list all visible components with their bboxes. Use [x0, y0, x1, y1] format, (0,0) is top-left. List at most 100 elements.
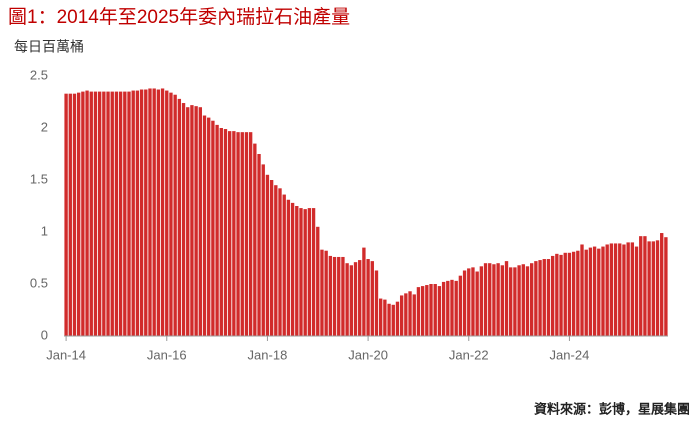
bar — [471, 267, 475, 336]
bar — [609, 243, 614, 336]
bar — [626, 242, 630, 336]
bar — [534, 261, 538, 336]
bar — [311, 208, 316, 336]
bar — [89, 91, 93, 336]
bar — [123, 91, 127, 336]
bar — [228, 131, 232, 336]
bar — [446, 280, 450, 336]
bar — [144, 89, 148, 337]
bar — [647, 241, 651, 336]
bar — [660, 233, 664, 336]
bar — [387, 303, 391, 336]
bar — [173, 94, 177, 336]
bar — [475, 271, 479, 336]
bar — [190, 105, 194, 337]
bar — [97, 91, 102, 336]
bar — [236, 132, 240, 336]
bar — [655, 240, 660, 336]
bar — [597, 248, 601, 336]
bar — [118, 91, 123, 336]
bar — [362, 247, 366, 336]
bar — [496, 263, 500, 336]
bar — [563, 252, 567, 336]
bar — [186, 107, 190, 336]
bar — [181, 103, 186, 336]
bar — [316, 226, 320, 336]
bar — [303, 209, 307, 336]
bar — [72, 93, 77, 337]
bar — [651, 241, 655, 336]
bar — [399, 295, 404, 336]
bar — [93, 91, 98, 336]
bar — [504, 261, 509, 336]
bar — [332, 256, 337, 336]
bar — [425, 285, 429, 336]
bar — [64, 93, 68, 337]
bar — [509, 267, 513, 336]
bar — [395, 301, 400, 336]
bar — [383, 299, 387, 336]
bar — [77, 92, 81, 336]
bar — [324, 250, 328, 336]
bar — [513, 267, 517, 336]
bar — [546, 259, 551, 336]
bar — [584, 249, 588, 336]
bar — [458, 275, 463, 336]
bar — [358, 260, 362, 336]
bar — [81, 91, 85, 336]
bar — [127, 91, 131, 336]
bar — [374, 270, 379, 336]
bar — [194, 106, 198, 336]
bar — [618, 243, 622, 336]
bar — [240, 132, 244, 336]
bar — [68, 93, 72, 337]
bar — [345, 263, 349, 336]
y-tick-label: 0.5 — [30, 275, 48, 290]
bar — [605, 244, 609, 336]
bar — [223, 129, 228, 336]
bar — [437, 286, 442, 336]
bar — [244, 132, 249, 336]
source-note: 資料來源：彭博，星展集團 — [534, 401, 690, 416]
bar — [420, 286, 425, 336]
bar — [483, 263, 488, 336]
bar — [454, 280, 458, 336]
bar — [517, 265, 521, 336]
bar — [488, 263, 492, 336]
bar — [131, 90, 135, 336]
y-tick-label: 2 — [41, 119, 48, 134]
bar — [550, 255, 555, 336]
bar — [295, 206, 299, 336]
bar — [379, 298, 383, 336]
bar — [106, 91, 110, 336]
bar — [601, 246, 605, 336]
x-tick-label: Jan-14 — [46, 347, 86, 362]
x-tick-label: Jan-16 — [147, 347, 187, 362]
bar — [148, 88, 152, 336]
bar — [559, 254, 563, 336]
bar — [412, 294, 416, 336]
y-tick-label: 2.5 — [30, 67, 48, 82]
bar — [278, 188, 282, 336]
bar — [139, 89, 144, 337]
bar — [433, 284, 437, 336]
bar — [353, 262, 358, 336]
bar — [571, 251, 576, 336]
bar — [492, 264, 496, 336]
bar — [299, 208, 303, 336]
x-tick-label: Jan-24 — [550, 347, 590, 362]
bar — [366, 259, 370, 336]
bar — [110, 91, 114, 336]
bar — [555, 253, 559, 336]
bar — [156, 89, 161, 337]
bar — [165, 90, 169, 336]
x-tick-label: Jan-20 — [348, 347, 388, 362]
bar — [462, 270, 467, 336]
bar — [639, 236, 643, 336]
y-tick-label: 1.5 — [30, 171, 48, 186]
bar — [219, 128, 223, 336]
bar — [634, 246, 639, 336]
bar — [538, 260, 542, 336]
bar — [404, 293, 408, 336]
